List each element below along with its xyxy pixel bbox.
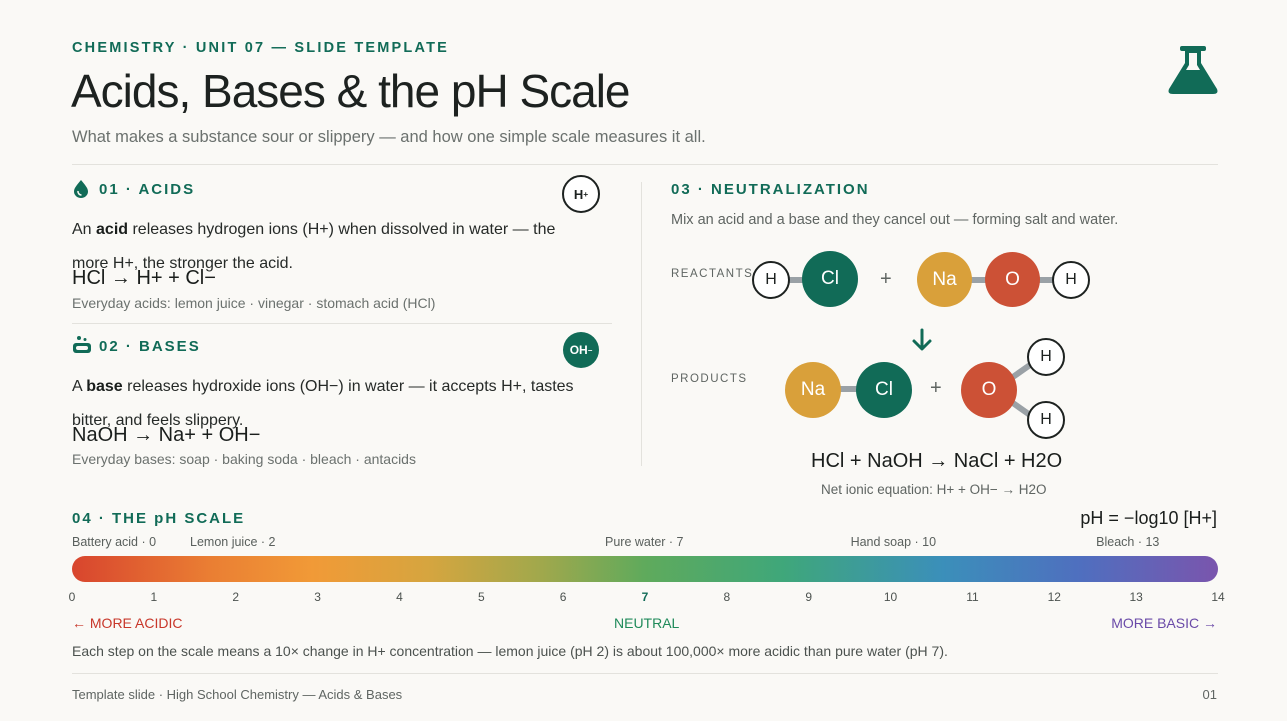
plus-sign: + <box>930 377 942 399</box>
reactants-label: REACTANTS <box>671 268 754 280</box>
page-number: 01 <box>1202 687 1217 702</box>
ph-tick-label: 6 <box>559 590 567 604</box>
ph-footnote: Each step on the scale means a 10× chang… <box>72 643 948 659</box>
acids-description: An acid releases hydrogen ions (H+) when… <box>72 221 556 272</box>
neutralization-equation: HCl + NaOH → NaCl + H2O <box>811 450 1063 472</box>
more-basic-label: MORE BASIC → <box>1111 615 1217 631</box>
drop-icon <box>74 180 88 198</box>
atom-na: Na <box>785 362 841 418</box>
more-acidic-label: ← MORE ACIDIC <box>72 615 183 631</box>
bases-examples: Everyday bases: soap · baking soda · ble… <box>72 451 416 467</box>
oh-ion-badge: OH − <box>563 332 599 368</box>
products-label: PRODUCTS <box>671 373 748 385</box>
ph-tick-label: 1 <box>150 590 158 604</box>
plus-sign: + <box>880 268 892 290</box>
ph-tick-label: 5 <box>477 590 485 604</box>
page-title: Acids, Bases & the pH Scale <box>71 65 631 117</box>
ph-heading: 04 · THE pH SCALE <box>72 510 246 527</box>
atom-h: H <box>1027 338 1065 376</box>
footer-text: Template slide · High School Chemistry —… <box>72 687 403 702</box>
ph-marker-label: Pure water · 7 <box>605 535 684 549</box>
atom-h: H <box>752 261 790 299</box>
atom-cl: Cl <box>802 251 858 307</box>
acids-equation: HCl → H+ + Cl− <box>72 267 216 289</box>
arrow-down-icon <box>912 328 932 351</box>
bases-heading: 02 · BASES <box>99 338 201 355</box>
atom-h: H <box>1052 261 1090 299</box>
atom-h: H <box>1027 401 1065 439</box>
page-subtitle: What makes a substance sour or slippery … <box>72 128 706 146</box>
ph-marker-label: Bleach · 13 <box>1096 535 1160 549</box>
ph-tick-label: 8 <box>723 590 731 604</box>
acids-heading: 01 · ACIDS <box>99 181 196 198</box>
ph-tick-label: 2 <box>232 590 240 604</box>
ph-tick-label: 11 <box>966 590 979 604</box>
atom-na: Na <box>917 252 972 307</box>
eyebrow: CHEMISTRY · UNIT 07 — SLIDE TEMPLATE <box>72 40 450 56</box>
ph-marker-label: Lemon juice · 2 <box>190 535 276 549</box>
h-ion-badge: H + <box>562 175 600 213</box>
ph-tick-label: 12 <box>1047 590 1061 604</box>
atom-o: O <box>961 362 1017 418</box>
soap-icon <box>73 336 91 353</box>
atom-o: O <box>985 252 1040 307</box>
bases-equation: NaOH → Na+ + OH− <box>72 424 261 446</box>
net-ionic-equation: Net ionic equation: H+ + OH− → H2O <box>821 482 1047 497</box>
neutral-label: NEUTRAL <box>614 615 680 631</box>
acids-examples: Everyday acids: lemon juice · vinegar · … <box>72 295 436 311</box>
ph-tick-label: 10 <box>883 590 898 604</box>
flask-icon <box>1168 46 1218 94</box>
atom-cl: Cl <box>856 362 912 418</box>
ph-tick-label: 4 <box>396 590 403 604</box>
ph-tick-label: 9 <box>805 590 813 604</box>
neutralization-description: Mix an acid and a base and they cancel o… <box>671 212 1119 228</box>
ph-gradient-bar <box>72 556 1218 582</box>
ph-marker-label: Battery acid · 0 <box>72 535 157 549</box>
ph-tick-label: 7 <box>641 590 649 604</box>
ph-marker-label: Hand soap · 10 <box>850 535 937 549</box>
ph-formula: pH = −log10 [H+] <box>1080 508 1217 528</box>
bases-description: A base releases hydroxide ions (OH−) in … <box>72 378 574 429</box>
ph-tick-label: 14 <box>1211 590 1225 604</box>
ph-tick-label: 3 <box>314 590 321 604</box>
ph-tick-label: 0 <box>68 590 76 604</box>
ph-tick-label: 13 <box>1129 590 1143 604</box>
neutralization-heading: 03 · NEUTRALIZATION <box>671 181 870 198</box>
